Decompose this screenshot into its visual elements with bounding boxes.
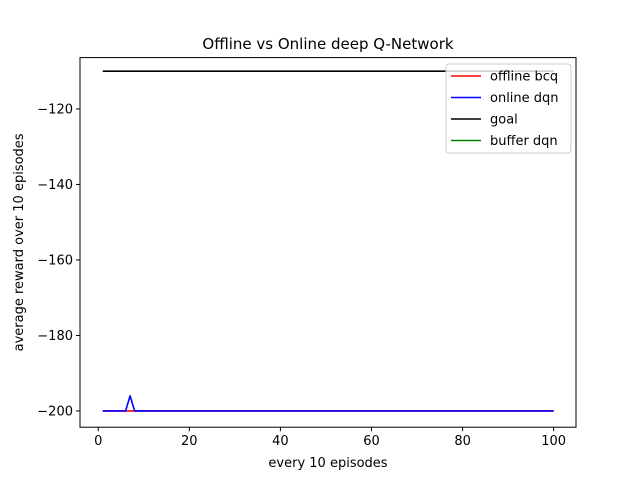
legend-label: goal [490,113,518,128]
y-tick-label: −120 [37,102,73,117]
chart-title: Offline vs Online deep Q-Network [202,35,453,53]
y-axis: −200 −180 −160 −140 −120 [37,102,80,419]
legend-label: offline bcq [490,70,558,85]
x-tick-label: 100 [541,434,566,449]
y-tick-label: −140 [37,178,73,193]
x-tick-label: 40 [272,434,289,449]
legend: offline bcq online dqn goal buffer dqn [445,63,572,154]
series-line-1 [102,395,554,412]
x-tick-label: 60 [363,434,380,449]
x-axis-label: every 10 episodes [268,456,387,471]
x-tick-label: 80 [454,434,471,449]
legend-box [445,63,572,154]
x-tick-label: 20 [181,434,198,449]
y-tick-label: −160 [37,253,73,268]
y-tick-label: −180 [37,329,73,344]
x-axis: 0 20 40 60 80 100 [94,427,566,449]
x-tick-label: 0 [94,434,102,449]
legend-label: buffer dqn [490,134,558,149]
legend-label: online dqn [490,91,559,106]
y-tick-label: −200 [37,404,73,419]
y-axis-label: average reward over 10 episodes [12,133,27,351]
